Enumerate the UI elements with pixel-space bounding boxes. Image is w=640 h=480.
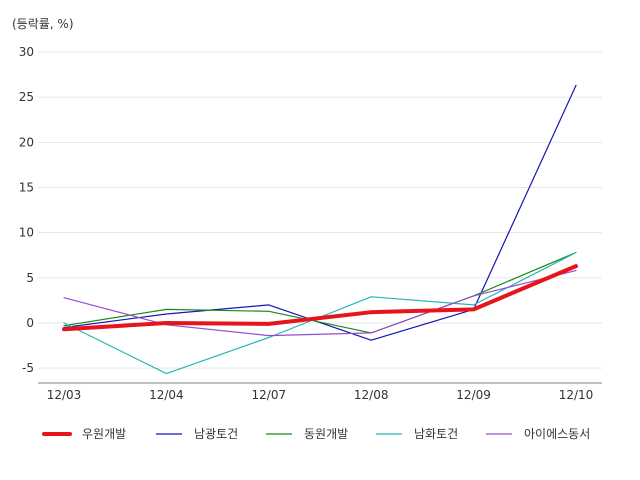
x-tick-label: 12/07 xyxy=(252,388,287,402)
gridlines xyxy=(38,51,602,369)
x-tick-label: 12/10 xyxy=(559,388,594,402)
y-tick-label: 0 xyxy=(26,316,34,330)
y-tick-label: 30 xyxy=(19,45,34,59)
x-tick-label: 12/08 xyxy=(354,388,389,402)
legend-item-4[interactable]: 아이에스동서 xyxy=(486,427,590,441)
legend[interactable]: 우원개발 남광토건 동원개발 남화토건 아이에스동서 xyxy=(42,427,590,441)
y-tick-label: 5 xyxy=(26,271,34,285)
legend-item-0[interactable]: 우원개발 xyxy=(42,427,126,441)
series-line-2 xyxy=(63,251,577,334)
y-tick-label: -5 xyxy=(22,361,34,375)
series-lines xyxy=(62,84,578,375)
legend-label: 아이에스동서 xyxy=(524,427,590,441)
x-axis: 12/03 12/04 12/07 12/08 12/09 12/10 xyxy=(47,388,594,402)
series-line-0 xyxy=(62,264,578,332)
legend-label: 남화토건 xyxy=(414,427,458,441)
legend-label: 동원개발 xyxy=(304,427,348,441)
y-tick-label: 25 xyxy=(19,90,34,104)
series-line-4 xyxy=(63,270,577,337)
y-tick-label: 10 xyxy=(19,226,34,240)
unit-label: (등락률, %) xyxy=(12,17,74,31)
legend-item-3[interactable]: 남화토건 xyxy=(376,427,458,441)
x-tick-label: 12/03 xyxy=(47,388,82,402)
legend-item-1[interactable]: 남광토건 xyxy=(156,427,238,441)
legend-label: 우원개발 xyxy=(82,427,126,441)
y-axis: -5 0 5 10 15 20 25 30 xyxy=(19,45,34,375)
y-tick-label: 15 xyxy=(19,181,34,195)
series-line-1 xyxy=(63,84,577,341)
x-tick-label: 12/04 xyxy=(149,388,184,402)
legend-label: 남광토건 xyxy=(194,427,238,441)
x-tick-label: 12/09 xyxy=(456,388,491,402)
legend-item-2[interactable]: 동원개발 xyxy=(266,427,348,441)
y-tick-label: 20 xyxy=(19,135,34,149)
